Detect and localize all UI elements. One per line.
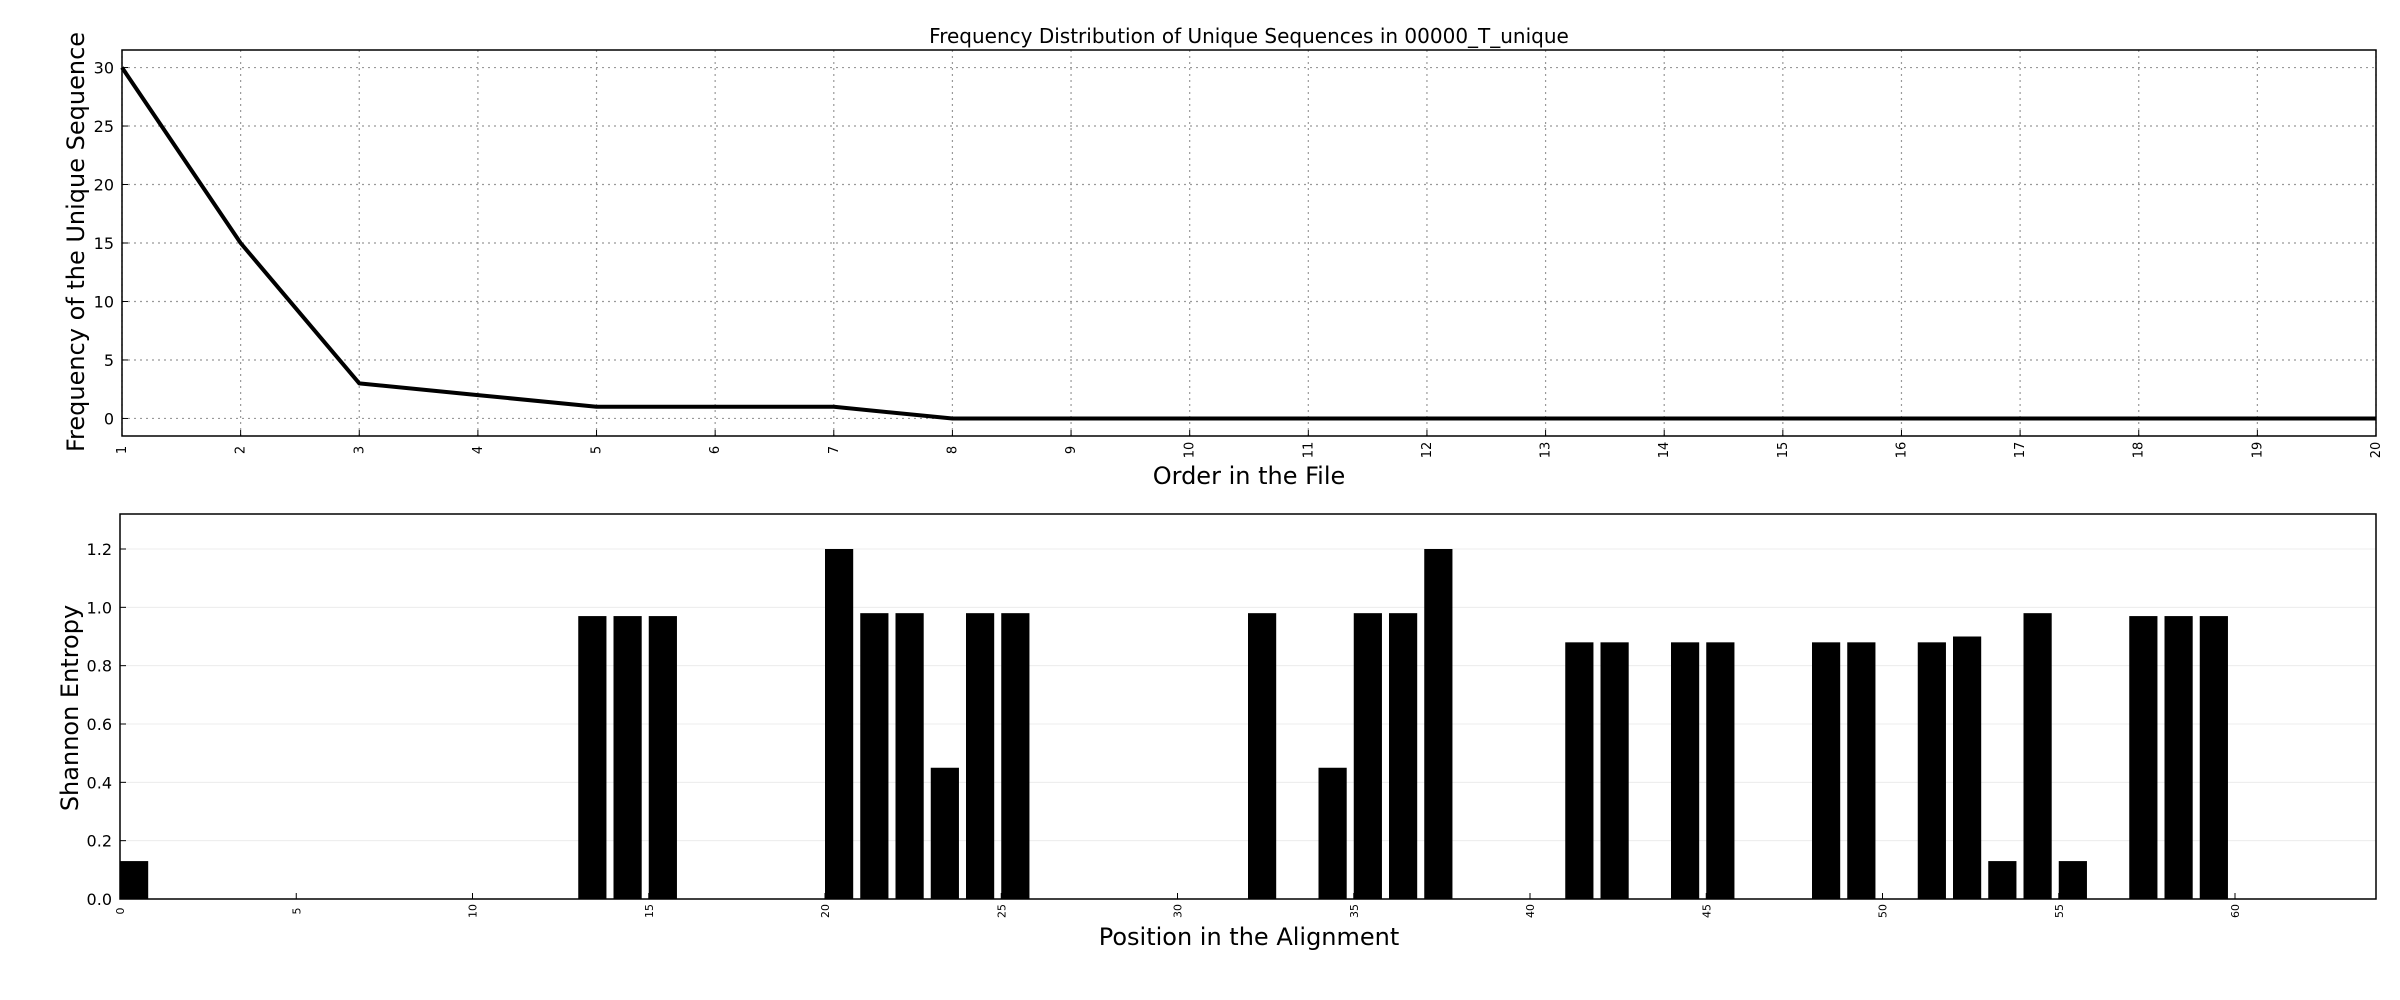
chart1-grid xyxy=(121,50,2377,436)
chart1-y-tick-label: 15 xyxy=(94,234,114,253)
entropy-bar xyxy=(578,616,607,899)
chart2-y-tick-label: 0.4 xyxy=(87,773,112,792)
entropy-bar xyxy=(2164,616,2193,899)
chart1-x-tick-label: 17 xyxy=(2013,442,2028,459)
chart2-x-tick-label: 45 xyxy=(1700,904,1713,918)
entropy-bar xyxy=(966,613,995,899)
chart1-y-tick-label: 5 xyxy=(104,351,114,370)
chart2-x-tick-label: 35 xyxy=(1348,904,1361,918)
chart1-x-tick-label: 1 xyxy=(115,446,130,454)
chart2-bars xyxy=(120,549,2228,899)
entropy-bar xyxy=(2058,861,2087,899)
entropy-bar xyxy=(2023,613,2052,899)
chart1-x-tick-label: 10 xyxy=(1183,442,1198,459)
chart1-x-tick-label: 2 xyxy=(234,446,249,454)
entropy-bar xyxy=(1600,642,1629,899)
entropy-bar xyxy=(1953,636,1982,899)
chart2-x-tick-label: 0 xyxy=(114,908,127,915)
entropy-bar xyxy=(1248,613,1277,899)
entropy-bar xyxy=(2129,616,2158,899)
chart2-y-tick-label: 1.2 xyxy=(87,540,112,559)
chart2-y-tick-label: 0.6 xyxy=(87,715,112,734)
chart1-x-axis-label: Order in the File xyxy=(1153,462,1346,490)
chart2-x-tick-label: 15 xyxy=(643,904,656,918)
chart1-x-tick-label: 5 xyxy=(590,446,605,454)
chart1-x-tick-label: 18 xyxy=(2132,442,2147,459)
entropy-bar xyxy=(825,549,854,899)
chart2-x-tick-label: 50 xyxy=(1877,904,1890,918)
chart2-x-tick-label: 20 xyxy=(819,904,832,918)
entropy-bar xyxy=(1847,642,1876,899)
chart2-x-tick-label: 30 xyxy=(1172,904,1185,918)
chart1-x-tick-label: 9 xyxy=(1064,446,1079,454)
chart1-x-tick-label: 16 xyxy=(1894,442,1909,459)
chart2-y-tick-label: 1.0 xyxy=(87,598,112,617)
chart1-y-tick-label: 30 xyxy=(94,59,114,78)
frequency-series-line xyxy=(120,66,2376,421)
chart1-x-tick-label: 4 xyxy=(471,446,486,454)
chart1-x-tick-label: 7 xyxy=(827,446,842,454)
entropy-bar xyxy=(613,616,642,899)
chart1-x-tick-label: 19 xyxy=(2250,442,2265,459)
chart2-x-tick-label: 60 xyxy=(2229,904,2242,918)
chart2-y-tick-label: 0.0 xyxy=(87,890,112,909)
chart2-ticks: 0.0 0.2 0.4 0.6 0.8 1.0 1.2 0 5 10 15 20 25 30 35 40 45 5… xyxy=(87,540,2242,918)
entropy-bar xyxy=(1988,861,2017,899)
chart1-y-tick-label: 20 xyxy=(94,176,114,195)
entropy-bar xyxy=(930,767,959,899)
chart1-y-tick-label: 25 xyxy=(94,117,114,136)
entropy-bar xyxy=(1917,642,1946,899)
chart1-y-axis-label: Frequency of the Unique Sequence xyxy=(62,32,90,452)
chart2-x-tick-label: 5 xyxy=(290,908,303,915)
entropy-bar xyxy=(1389,613,1418,899)
entropy-bar xyxy=(1565,642,1594,899)
chart1-y-tick-label: 0 xyxy=(104,409,114,428)
entropy-bar xyxy=(1671,642,1700,899)
chart1-x-tick-label: 13 xyxy=(1539,442,1554,459)
chart2-x-axis-label: Position in the Alignment xyxy=(1099,923,1400,951)
entropy-bar xyxy=(2199,616,2228,899)
chart2-y-axis-label: Shannon Entropy xyxy=(56,605,84,811)
entropy-bar xyxy=(1353,613,1382,899)
chart1-x-tick-label: 14 xyxy=(1657,442,1672,459)
chart1-x-tick-label: 12 xyxy=(1420,442,1435,459)
chart2-x-tick-label: 10 xyxy=(467,904,480,918)
entropy-bar xyxy=(1424,549,1453,899)
chart1-x-tick-label: 11 xyxy=(1301,442,1316,459)
chart1-x-tick-label: 6 xyxy=(708,446,723,454)
chart2-x-tick-label: 25 xyxy=(995,904,1008,918)
entropy-bar xyxy=(648,616,677,899)
entropy-bar xyxy=(895,613,924,899)
chart1-ticks: 1 2 3 4 5 6 7 8 9 10 11 12 13 14 15 16 17 18 19 20051015202… xyxy=(94,59,2384,459)
chart2-y-tick-label: 0.2 xyxy=(87,832,112,851)
entropy-bar xyxy=(1001,613,1030,899)
entropy-bar xyxy=(1318,767,1347,899)
entropy-bar xyxy=(1812,642,1841,899)
chart1-x-tick-label: 3 xyxy=(352,446,367,454)
chart2-x-tick-label: 40 xyxy=(1524,904,1537,918)
chart1-x-tick-label: 20 xyxy=(2369,442,2384,459)
chart2-x-tick-label: 55 xyxy=(2053,904,2066,918)
chart1-x-tick-label: 8 xyxy=(945,446,960,454)
chart1-title: Frequency Distribution of Unique Sequenc… xyxy=(929,24,1569,48)
shannon-entropy-bar-chart: 0.0 0.2 0.4 0.6 0.8 1.0 1.2 0 5 10 15 20 25 30 35 40 45 5… xyxy=(56,513,2377,951)
chart1-x-tick-label: 15 xyxy=(1776,442,1791,459)
entropy-bar xyxy=(1706,642,1735,899)
entropy-bar xyxy=(860,613,889,899)
chart2-plot-frame xyxy=(119,513,2377,900)
entropy-bar xyxy=(120,861,149,899)
chart1-y-tick-label: 10 xyxy=(94,292,114,311)
frequency-line-chart: 1 2 3 4 5 6 7 8 9 10 11 12 13 14 15 16 17 18 19 20051015202… xyxy=(62,24,2384,490)
chart2-y-tick-label: 0.8 xyxy=(87,657,112,676)
